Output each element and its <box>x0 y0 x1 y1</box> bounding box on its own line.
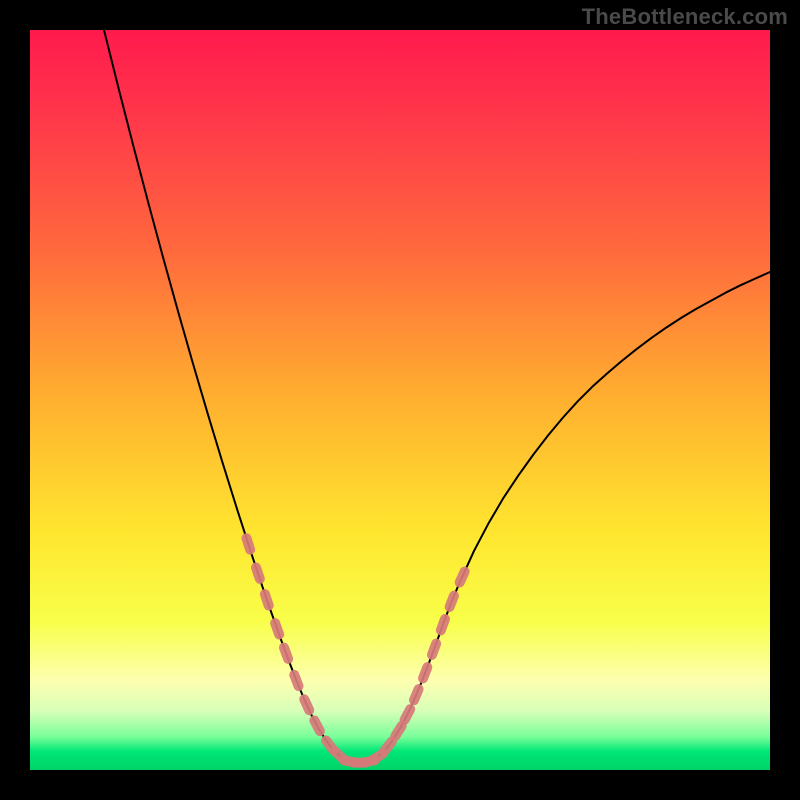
plot-svg <box>30 30 770 770</box>
gradient-background <box>30 30 770 770</box>
chart-root: TheBottleneck.com <box>0 0 800 800</box>
plot-area <box>30 30 770 770</box>
watermark-text: TheBottleneck.com <box>582 4 788 30</box>
